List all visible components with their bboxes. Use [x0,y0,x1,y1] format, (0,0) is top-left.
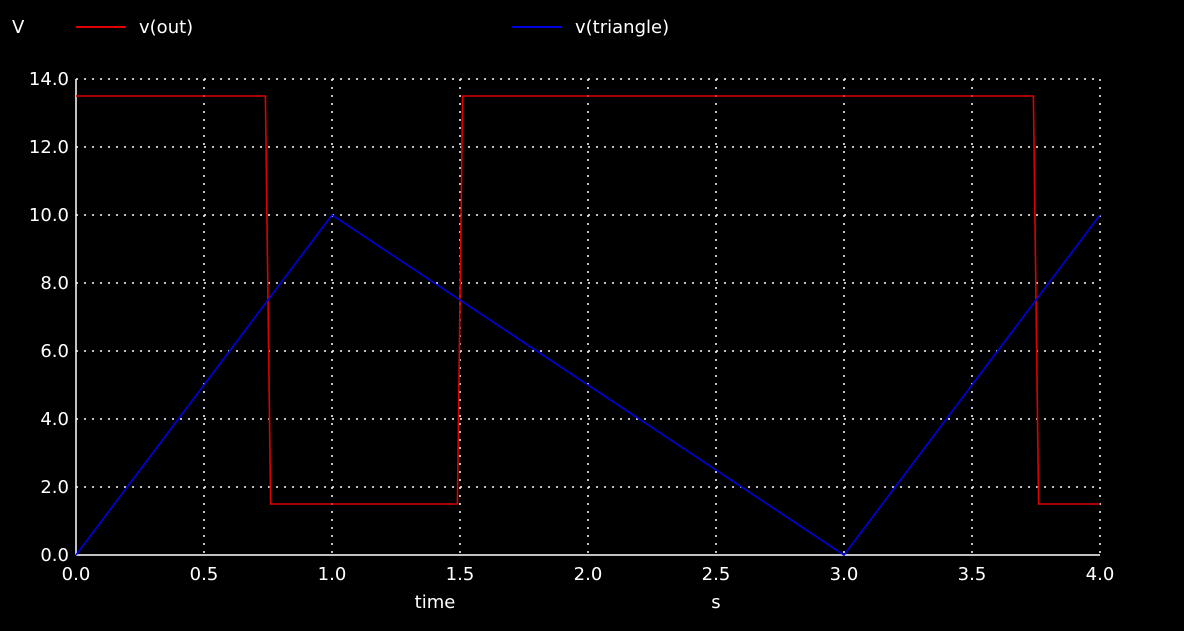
axes [75,79,1100,556]
x-tick-label: 2.5 [702,564,731,585]
y-tick-label: 10.0 [29,205,69,226]
y-tick-label: 12.0 [29,137,69,158]
y-tick-label: 8.0 [40,273,69,294]
y-tick-label: 2.0 [40,477,69,498]
legend: V v(out) v(triangle) [12,17,669,38]
series-line-triangle [75,213,1101,557]
x-tick-label: 1.5 [446,564,475,585]
x-tick-label: 1.0 [318,564,347,585]
y-tick-label: 4.0 [40,409,69,430]
x-axis-unit: s [711,592,720,613]
grid [76,78,1101,555]
y-tick-label: 6.0 [40,341,69,362]
x-tick-label: 3.5 [958,564,987,585]
y-axis-label: V [12,17,25,38]
tick-labels: 0.0 0.5 1.0 1.5 2.0 2.5 3.0 3.5 4.0 0.0 2.0 4.0 6.0 8… [29,69,1114,585]
legend-label-triangle: v(triangle) [575,17,669,38]
series [75,95,1101,557]
y-tick-label: 14.0 [29,69,69,90]
legend-label-out: v(out) [139,17,193,38]
y-tick-label: 0.0 [40,545,69,566]
x-tick-label: 3.0 [830,564,859,585]
series-line-out [76,95,1100,505]
x-tick-label: 0.5 [190,564,219,585]
x-tick-label: 2.0 [574,564,603,585]
x-tick-label: 0.0 [62,564,91,585]
x-axis-label: time [415,592,456,613]
x-tick-label: 4.0 [1086,564,1115,585]
